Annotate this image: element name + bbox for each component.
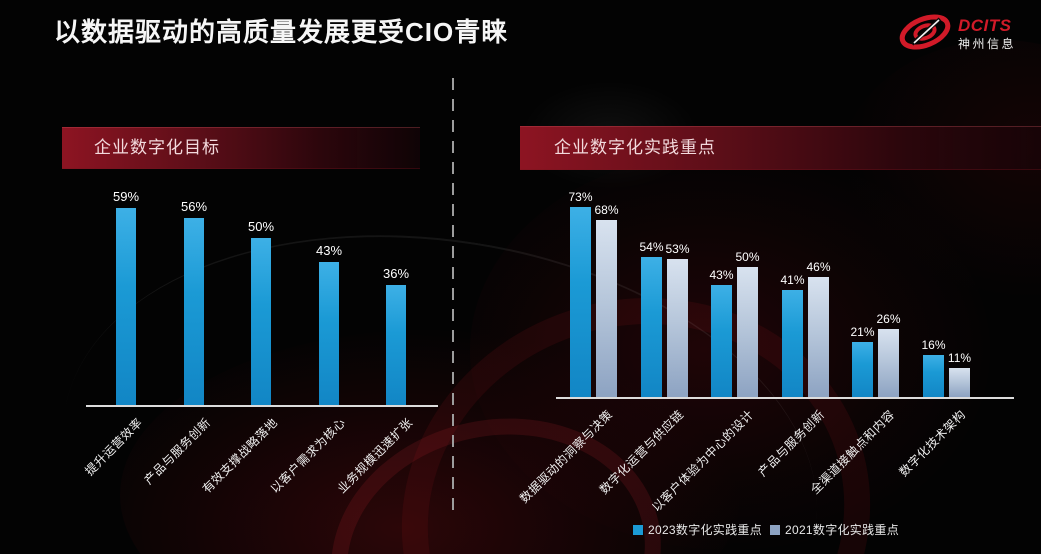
bar <box>737 267 758 397</box>
legend-swatch <box>770 524 780 535</box>
bar <box>923 355 944 397</box>
bar-value-label: 59% <box>112 189 140 204</box>
legend-swatch <box>633 524 643 535</box>
bar <box>711 285 732 397</box>
bar-value-label: 26% <box>876 312 901 326</box>
category-label: 全渠道接触点和内容 <box>807 407 897 497</box>
background-swirl-ring <box>344 237 928 554</box>
bar-value-label: 36% <box>382 266 410 281</box>
category-label: 以客户体验为中心的设计 <box>648 407 756 515</box>
bar <box>184 218 204 405</box>
company-text: 神州信息 <box>958 37 1017 51</box>
bar <box>878 329 899 397</box>
legend-item: 2021数字化实践重点 <box>770 521 899 538</box>
bar-value-label: 43% <box>315 243 343 258</box>
category-label: 提升运营效率 <box>82 415 146 479</box>
bar <box>570 207 591 397</box>
bar <box>596 220 617 397</box>
bar <box>319 262 339 405</box>
bar <box>116 208 136 405</box>
bar-value-label: 56% <box>180 199 208 214</box>
bar <box>251 238 271 405</box>
left-chart-header: 企业数字化目标 <box>62 127 420 169</box>
bar-value-label: 54% <box>639 240 664 254</box>
bar <box>667 259 688 397</box>
category-label: 有效支撑战略落地 <box>199 415 281 497</box>
bar <box>949 368 970 397</box>
section-divider <box>452 78 454 510</box>
bar-value-label: 43% <box>709 268 734 282</box>
bar-value-label: 41% <box>780 273 805 287</box>
legend: 2023数字化实践重点 2021数字化实践重点 <box>520 521 1012 538</box>
bar-value-label: 21% <box>850 325 875 339</box>
category-label: 数据驱动的洞察与决策 <box>516 407 615 506</box>
bar-value-label: 53% <box>665 242 690 256</box>
category-label: 数字化运营与供应链 <box>596 407 686 497</box>
legend-label: 2023数字化实践重点 <box>648 523 762 537</box>
bar <box>782 290 803 397</box>
bar-value-label: 50% <box>247 219 275 234</box>
bar-value-label: 68% <box>594 203 619 217</box>
bar <box>852 342 873 397</box>
bar-value-label: 16% <box>921 338 946 352</box>
bar <box>386 285 406 405</box>
bar-value-label: 50% <box>735 250 760 264</box>
bar <box>808 277 829 397</box>
category-label: 以客户需求为核心 <box>267 415 349 497</box>
page-title: 以数据驱动的高质量发展更受CIO青睐 <box>54 17 509 47</box>
swirl-icon <box>896 10 954 59</box>
category-label: 业务规模迅速扩张 <box>334 415 416 497</box>
category-label: 数字化技术架构 <box>896 407 968 480</box>
bar-value-label: 11% <box>947 351 972 365</box>
legend-item: 2023数字化实践重点 <box>633 521 762 538</box>
bar-value-label: 46% <box>806 260 831 274</box>
legend-label: 2021数字化实践重点 <box>785 523 899 537</box>
right-x-axis-line <box>556 397 1014 399</box>
brand-text: DCITS <box>958 16 1012 35</box>
right-chart-header: 企业数字化实践重点 <box>520 126 1041 170</box>
background-red-glow <box>840 40 1041 300</box>
left-x-axis-line <box>86 405 438 407</box>
bar-value-label: 73% <box>568 190 593 204</box>
category-label: 产品与服务创新 <box>141 415 214 488</box>
bar <box>641 257 662 397</box>
category-label: 产品与服务创新 <box>755 407 827 480</box>
dcits-logo: DCITS 神州信息 <box>896 8 1036 58</box>
